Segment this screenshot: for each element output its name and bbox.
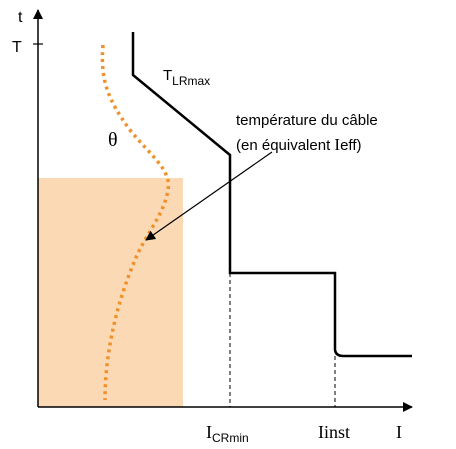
marker-label: ICRmin xyxy=(206,422,249,445)
annotation-line1: température du câble xyxy=(236,112,378,129)
annotation-suffix: eff) xyxy=(340,137,361,154)
trip-label: TLRmax xyxy=(163,67,210,88)
marker-label: Iinst xyxy=(318,422,350,442)
annotation-symbol: I xyxy=(334,135,340,154)
y-tick-label: T xyxy=(12,39,22,56)
trip-curve xyxy=(131,32,412,358)
x-axis-label: I xyxy=(396,422,402,442)
trip-label-sub: LRmax xyxy=(172,74,210,88)
annotation-prefix: (en équivalent xyxy=(236,137,334,154)
marker-label-sub: CRmin xyxy=(212,431,249,445)
shaded-zone xyxy=(38,178,183,407)
annotation-line2: (en équivalent Ieff) xyxy=(236,135,361,154)
y-axis-label: t xyxy=(18,9,23,26)
trip-label-main: T xyxy=(163,67,172,84)
annotation-arrow xyxy=(145,151,273,241)
marker-label-main: I xyxy=(206,422,212,442)
theta-label: θ xyxy=(108,129,118,151)
temperature-curve xyxy=(100,44,171,401)
